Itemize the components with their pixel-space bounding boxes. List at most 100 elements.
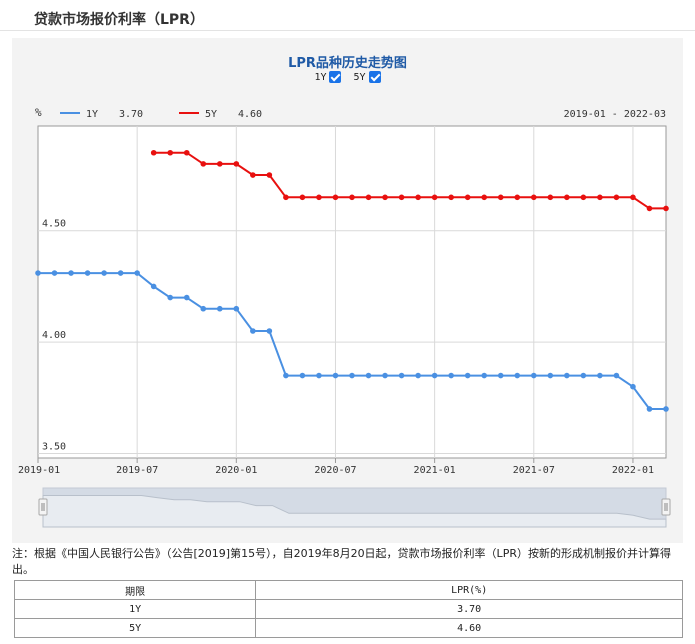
- data-point-5y[interactable]: [216, 161, 223, 167]
- title-divider: [0, 30, 695, 31]
- data-point-5y[interactable]: [448, 194, 454, 201]
- data-point-1y[interactable]: [51, 270, 58, 276]
- y-tick-label: 4.00: [42, 330, 66, 341]
- data-point-1y[interactable]: [68, 270, 74, 276]
- data-point-5y[interactable]: [646, 205, 653, 212]
- data-point-5y[interactable]: [349, 194, 355, 201]
- y-tick-label: 4.50: [42, 219, 66, 230]
- data-point-1y[interactable]: [382, 372, 388, 379]
- data-point-5y[interactable]: [547, 194, 554, 201]
- data-point-1y[interactable]: [564, 372, 570, 379]
- data-point-5y[interactable]: [514, 194, 521, 201]
- table-cell-term: 5Y: [13, 618, 257, 638]
- data-point-5y[interactable]: [299, 194, 306, 201]
- data-point-5y[interactable]: [150, 149, 157, 156]
- data-point-1y[interactable]: [134, 270, 140, 276]
- data-point-5y[interactable]: [250, 172, 256, 178]
- toggle-5y-label: 5Y: [353, 71, 366, 83]
- data-point-5y[interactable]: [382, 194, 388, 201]
- data-point-1y[interactable]: [117, 270, 124, 276]
- data-point-1y[interactable]: [415, 372, 421, 379]
- data-point-1y[interactable]: [530, 372, 537, 379]
- data-point-1y[interactable]: [398, 372, 405, 379]
- data-point-1y[interactable]: [283, 372, 289, 379]
- data-point-1y[interactable]: [365, 372, 372, 379]
- data-point-1y[interactable]: [663, 406, 669, 412]
- toggle-1y-checkbox[interactable]: [329, 71, 342, 83]
- data-point-1y[interactable]: [630, 383, 636, 390]
- data-point-1y[interactable]: [464, 372, 471, 379]
- data-point-1y[interactable]: [497, 372, 504, 379]
- data-point-1y[interactable]: [233, 305, 240, 312]
- data-point-1y[interactable]: [216, 305, 223, 312]
- data-point-5y[interactable]: [283, 194, 289, 201]
- table-cell-term: 1Y: [13, 599, 257, 619]
- data-point-1y[interactable]: [183, 294, 190, 301]
- legend-value-1y: 3.70: [119, 109, 143, 120]
- data-point-5y[interactable]: [183, 149, 190, 156]
- legend-name-5y: 5Y: [205, 109, 217, 120]
- data-point-1y[interactable]: [84, 270, 91, 276]
- toggle-5y[interactable]: 5Y: [354, 71, 381, 83]
- date-range-label: 2019-01 - 2022-03: [564, 109, 666, 120]
- data-point-1y[interactable]: [613, 372, 620, 379]
- data-point-5y[interactable]: [316, 194, 322, 201]
- data-point-5y[interactable]: [597, 194, 603, 201]
- data-point-1y[interactable]: [101, 270, 107, 276]
- data-point-5y[interactable]: [365, 194, 372, 201]
- x-tick-label: 2019-01: [18, 465, 60, 476]
- data-point-5y[interactable]: [481, 194, 488, 201]
- footnote: 注：根据《中国人民银行公告》（公告[2019]第15号），自2019年8月20日…: [12, 547, 671, 576]
- table-header-term: 期限: [13, 580, 257, 600]
- x-tick-label: 2021-07: [513, 465, 555, 476]
- data-point-1y[interactable]: [250, 328, 256, 334]
- data-point-5y[interactable]: [200, 161, 207, 167]
- data-point-5y[interactable]: [613, 194, 620, 201]
- data-point-1y[interactable]: [316, 372, 322, 379]
- y-tick-label: 3.50: [42, 442, 66, 453]
- data-point-1y[interactable]: [547, 372, 554, 379]
- data-point-1y[interactable]: [448, 372, 454, 379]
- data-point-5y[interactable]: [167, 149, 174, 156]
- navigator-left-handle[interactable]: [38, 498, 48, 516]
- table-cell-rate: 4.60: [255, 618, 683, 638]
- data-point-1y[interactable]: [200, 305, 207, 312]
- data-point-1y[interactable]: [35, 270, 41, 276]
- data-point-1y[interactable]: [514, 372, 521, 379]
- data-point-1y[interactable]: [266, 328, 273, 334]
- data-point-5y[interactable]: [497, 194, 504, 201]
- data-point-1y[interactable]: [167, 294, 174, 301]
- plot-area: [37, 125, 667, 459]
- data-point-5y[interactable]: [464, 194, 471, 201]
- navigator-right-handle[interactable]: [661, 498, 671, 516]
- data-point-5y[interactable]: [663, 205, 669, 212]
- data-point-5y[interactable]: [332, 194, 339, 201]
- data-point-5y[interactable]: [398, 194, 405, 201]
- data-point-1y[interactable]: [597, 372, 603, 379]
- data-point-1y[interactable]: [150, 283, 157, 290]
- data-point-5y[interactable]: [530, 194, 537, 201]
- table-header-lpr: LPR(%): [255, 580, 683, 600]
- data-point-5y[interactable]: [233, 161, 240, 167]
- data-point-5y[interactable]: [431, 194, 438, 201]
- data-point-1y[interactable]: [349, 372, 355, 379]
- data-point-1y[interactable]: [646, 406, 653, 412]
- data-point-1y[interactable]: [580, 372, 587, 379]
- table-row: 1Y 3.70: [13, 599, 683, 619]
- data-point-5y[interactable]: [580, 194, 587, 201]
- toggle-5y-checkbox[interactable]: [368, 71, 381, 83]
- toggle-1y[interactable]: 1Y: [314, 71, 342, 83]
- lpr-history-chart: 1Y 3.70 5Y 4.60 4.50 4.00 3.50 2019-01 2019-07 2…: [18, 106, 671, 528]
- series-toggles: 1Y 5Y: [0, 71, 695, 83]
- data-point-5y[interactable]: [266, 172, 273, 178]
- data-point-5y[interactable]: [564, 194, 570, 201]
- data-point-1y[interactable]: [431, 372, 438, 379]
- data-point-1y[interactable]: [332, 372, 339, 379]
- data-point-5y[interactable]: [630, 194, 636, 201]
- range-navigator[interactable]: [38, 487, 671, 528]
- data-point-5y[interactable]: [415, 194, 421, 201]
- data-point-1y[interactable]: [481, 372, 488, 379]
- chart-title: LPR品种历史走势图: [288, 56, 407, 71]
- lpr-table: 期限 LPR(%) 1Y 3.70 5Y 4.60: [13, 580, 683, 638]
- data-point-1y[interactable]: [299, 372, 306, 379]
